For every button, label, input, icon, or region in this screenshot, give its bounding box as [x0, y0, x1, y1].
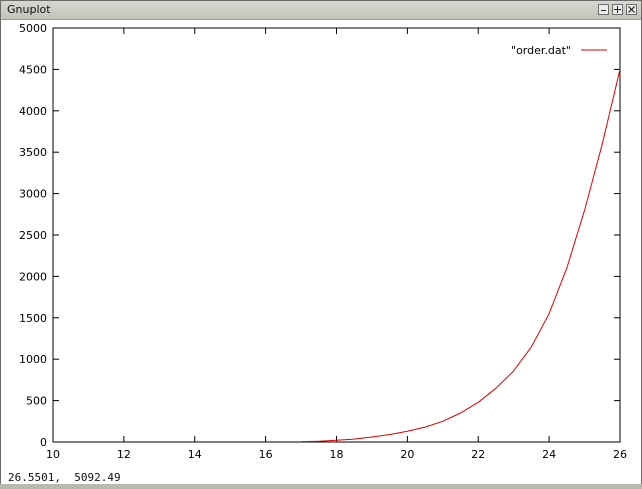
status-bar: 26.5501, 5092.49: [1, 468, 641, 488]
bottom-border: [0, 484, 642, 489]
y-tick-label: 4000: [19, 105, 47, 118]
close-icon: [628, 6, 635, 13]
legend-label: "order.dat": [511, 44, 571, 57]
y-tick-label: 3500: [19, 146, 47, 159]
close-button[interactable]: [626, 4, 637, 15]
y-tick-label: 1000: [19, 353, 47, 366]
window-title: Gnuplot: [7, 3, 51, 16]
y-tick-label: 0: [40, 436, 47, 449]
y-tick-label: 3000: [19, 188, 47, 201]
plot-canvas[interactable]: 0 500 1000 1500 2000 2500 3000 3500 4000 4500 5000…: [1, 20, 641, 468]
x-tick-label: 10: [46, 448, 60, 461]
plot-frame: [52, 27, 621, 443]
x-tick-label: 16: [259, 448, 273, 461]
y-tick-label: 5000: [19, 22, 47, 35]
x-tick-label: 26: [613, 448, 627, 461]
y-tick-label: 2000: [19, 270, 47, 283]
y-tick-label: 1500: [19, 312, 47, 325]
x-tick-label: 12: [117, 448, 131, 461]
y-tick-label: 4500: [19, 63, 47, 76]
title-bar[interactable]: Gnuplot: [1, 1, 641, 20]
tick-labels: 0 500 1000 1500 2000 2500 3000 3500 4000 4500 5000…: [19, 22, 627, 461]
x-tick-label: 14: [188, 448, 202, 461]
maximize-icon: [614, 6, 621, 13]
cursor-coordinates: 26.5501, 5092.49: [8, 471, 121, 484]
minimize-button[interactable]: [598, 4, 609, 15]
y-tick-label: 500: [26, 395, 47, 408]
series-layer: [301, 69, 621, 443]
y-tick-label: 2500: [19, 229, 47, 242]
axis-ticks: [52, 27, 621, 443]
maximize-button[interactable]: [612, 4, 623, 15]
x-tick-label: 18: [330, 448, 344, 461]
minimize-icon: [601, 10, 606, 11]
legend: "order.dat": [511, 44, 607, 57]
x-tick-label: 22: [471, 448, 485, 461]
x-tick-label: 24: [542, 448, 556, 461]
chart-svg: 0 500 1000 1500 2000 2500 3000 3500 4000 4500 5000…: [19, 22, 627, 461]
series-line: [301, 69, 621, 443]
x-tick-label: 20: [400, 448, 414, 461]
